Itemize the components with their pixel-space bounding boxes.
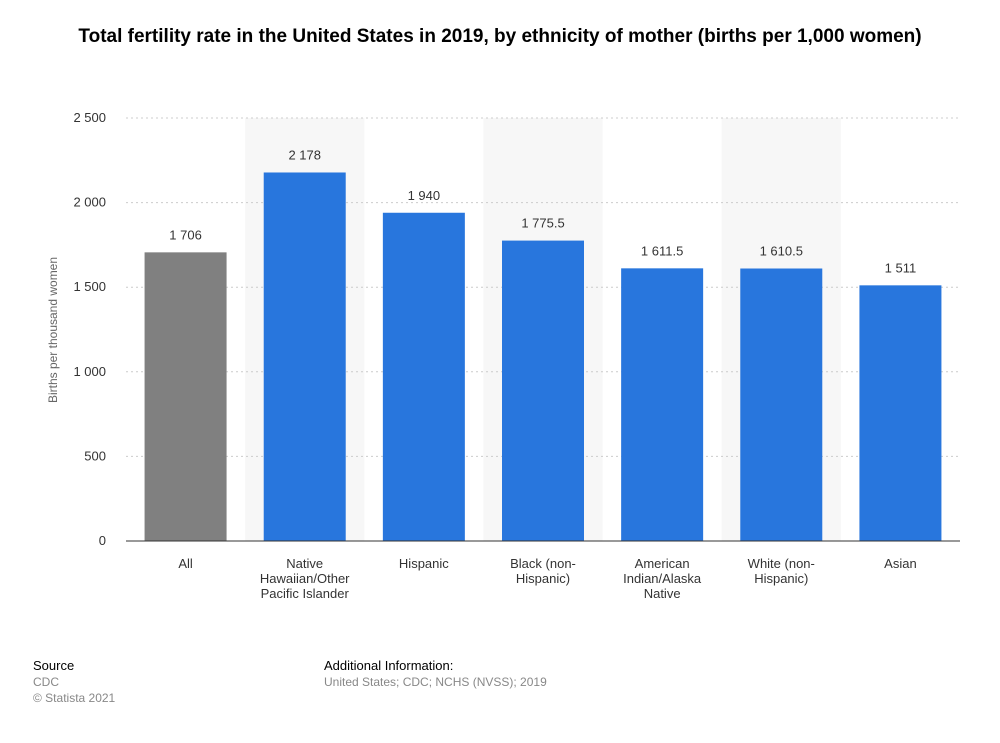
bar <box>263 172 346 541</box>
y-tick-label: 1 000 <box>73 364 106 379</box>
bar <box>144 252 227 542</box>
source-line-cdc: CDC <box>33 675 59 689</box>
bar <box>382 212 465 541</box>
category-label: White (non-Hispanic) <box>748 556 815 586</box>
y-tick-label: 500 <box>84 448 106 463</box>
y-tick-label: 1 500 <box>73 279 106 294</box>
y-axis-label: Births per thousand women <box>46 256 60 404</box>
category-label: Hispanic <box>399 556 449 571</box>
category-label: Native Hawaiian/Other Pacific Islander <box>260 556 350 601</box>
source-block: Source CDC © Statista 2021 <box>33 658 115 706</box>
value-label: 1 706 <box>169 227 202 242</box>
value-label: 1 775.5 <box>521 216 564 231</box>
category-label: Asian <box>884 556 917 571</box>
additional-info-block: Additional Information: United States; C… <box>324 658 547 690</box>
bar-chart: 0 500 1 000 1 500 2 000 2 500 1 706 All 2 178 Nat… <box>73 110 960 601</box>
category-label: American Indian/Alaska Native <box>623 556 702 601</box>
bar <box>502 240 584 542</box>
value-label: 2 178 <box>288 147 321 162</box>
y-tick-label: 0 <box>99 533 106 548</box>
y-tick-label: 2 000 <box>73 195 106 210</box>
value-label: 1 610.5 <box>760 244 803 259</box>
category-label: All <box>178 556 193 571</box>
bar <box>859 285 942 541</box>
chart-title: Total fertility rate in the United State… <box>78 26 922 47</box>
source-line-copyright: © Statista 2021 <box>33 691 116 705</box>
category-label: Black (non-Hispanic) <box>510 556 576 586</box>
source-heading: Source <box>33 658 75 673</box>
additional-info-text: United States; CDC; NCHS (NVSS); 2019 <box>324 675 547 689</box>
value-label: 1 611.5 <box>641 243 683 258</box>
value-label: 1 940 <box>408 188 441 203</box>
additional-info-heading: Additional Information: <box>324 658 454 673</box>
y-tick-label: 2 500 <box>73 110 106 125</box>
bar <box>740 268 823 541</box>
bar <box>621 268 704 541</box>
value-label: 1 511 <box>885 260 917 275</box>
